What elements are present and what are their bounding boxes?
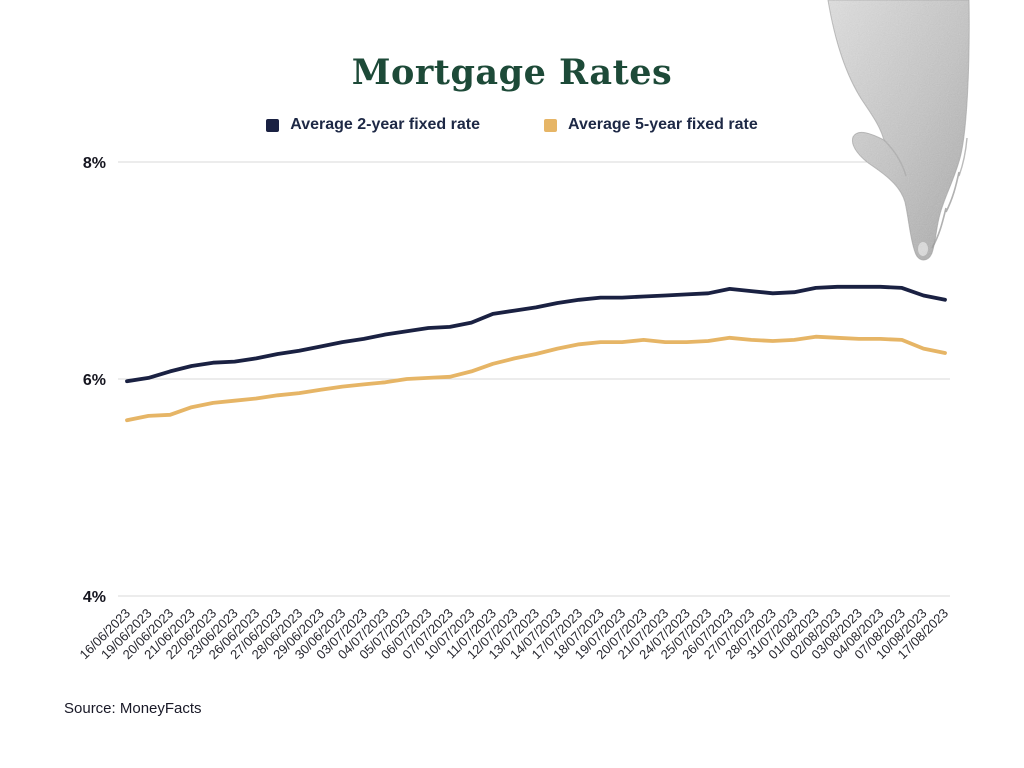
series-line-5-year — [125, 334, 947, 423]
chart-legend: Average 2-year fixed rate Average 5-year… — [0, 116, 1024, 134]
legend-item-2-year: Average 2-year fixed rate — [266, 116, 480, 134]
y-tick-label: 4% — [83, 589, 106, 606]
legend-label-2-year: Average 2-year fixed rate — [290, 116, 480, 133]
legend-label-5-year: Average 5-year fixed rate — [568, 116, 758, 133]
y-tick-label: 8% — [83, 155, 106, 172]
series-line-2-year — [125, 284, 947, 384]
pointing-hand-image — [827, 0, 970, 261]
source-note: Source: MoneyFacts — [64, 700, 202, 717]
chart-title: Mortgage Rates — [351, 52, 673, 93]
hand-silhouette — [827, 0, 970, 261]
legend-swatch-5-year — [544, 118, 557, 132]
legend-swatch-2-year — [266, 118, 280, 132]
y-tick-label: 6% — [83, 372, 106, 389]
legend-item-5-year: Average 5-year fixed rate — [544, 116, 758, 134]
